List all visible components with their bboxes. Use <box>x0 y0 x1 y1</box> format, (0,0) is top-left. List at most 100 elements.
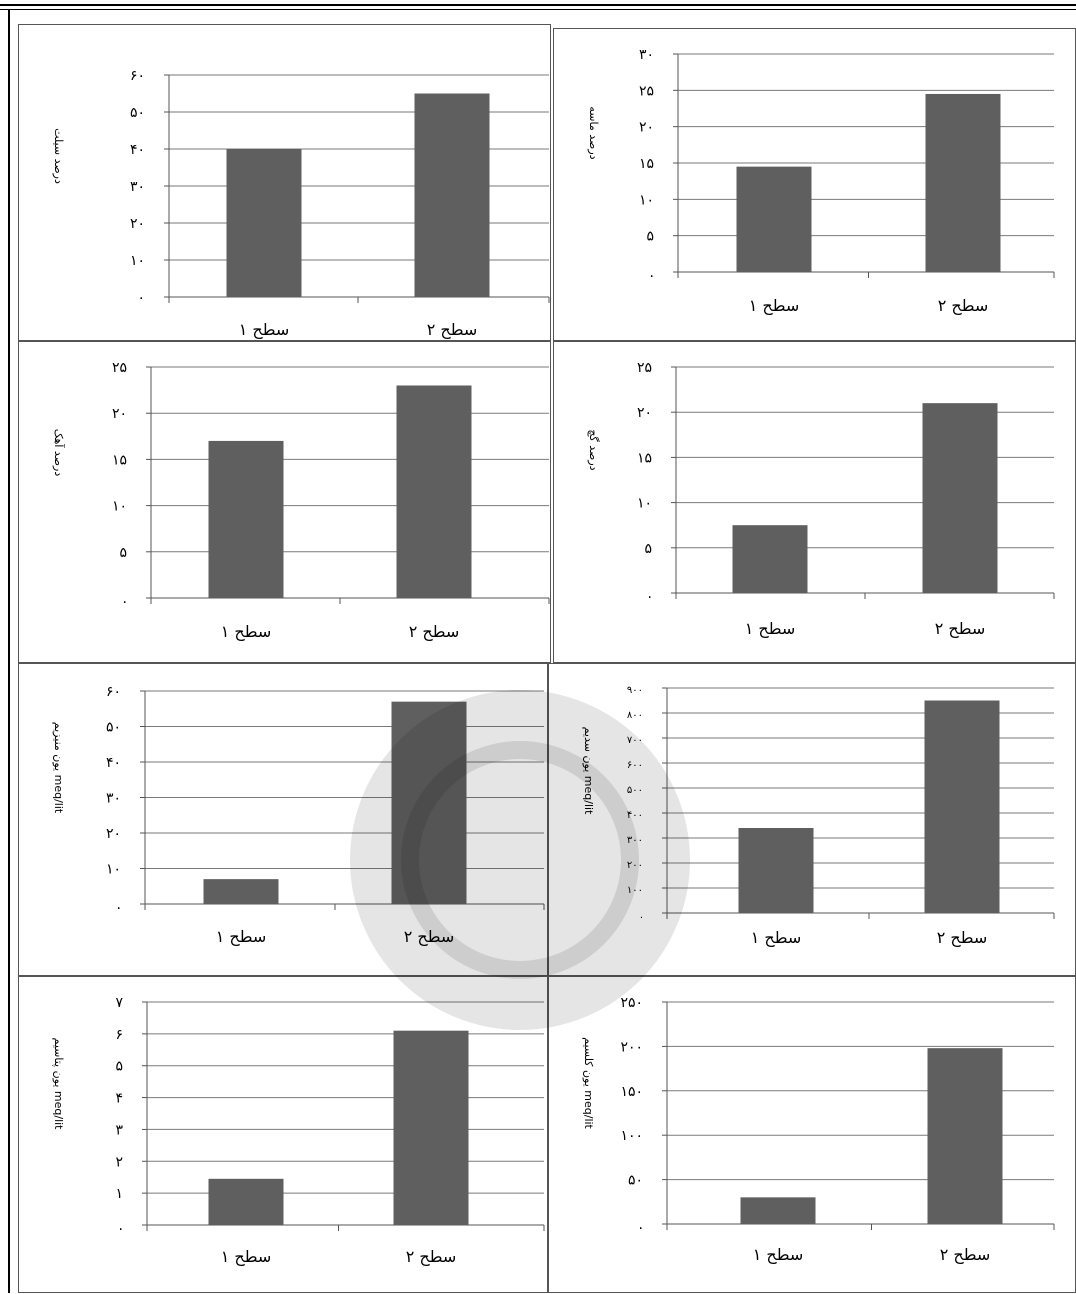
y-tick-label: ۵۰ <box>628 1173 643 1189</box>
y-tick-label: ۹۰۰ <box>627 685 643 696</box>
y-tick-label: . <box>117 897 121 913</box>
category-label: سطح ۲ <box>406 1247 457 1267</box>
category-label: سطح ۲ <box>404 927 455 947</box>
y-tick-label: ۲۵۰ <box>620 995 643 1011</box>
y-tick-label: ۲۰ <box>637 405 652 421</box>
y-tick-label: ۶ <box>115 1027 123 1043</box>
y-tick-label: . <box>123 591 127 607</box>
y-tick-label: ۳۰۰ <box>627 835 643 846</box>
y-tick-label: ۱۰ <box>106 862 121 878</box>
y-tick-label: ۱۰ <box>112 499 127 515</box>
y-tick-label: ۶۰ <box>106 684 121 700</box>
chart-svg-6: . ۱۰۰ ۲۰۰ ۳۰۰ ۴۰۰ ۵۰۰ ۶۰۰ ۷۰۰ ۸۰۰ ۹۰۰ سطح ۱ سطح ۲ یو… <box>582 685 1055 948</box>
chart-panel-2: . ۵ ۱۰ ۱۵ ۲۰ ۲۵ ۳۰ سطح ۱ سطح ۲ درصد ماسه <box>553 28 1076 341</box>
y-tick-label: ۱۵ <box>637 450 652 466</box>
y-tick-label: ۱۵ <box>112 452 127 468</box>
bar-2 <box>925 93 1001 272</box>
y-tick-label: ۵۰۰ <box>627 785 643 796</box>
y-tick-label: ۲۰ <box>639 120 654 136</box>
y-tick-label: ۵ <box>646 229 654 245</box>
y-tick-label: ۸۰۰ <box>627 710 643 721</box>
chart-panel-5: . ۱۰ ۲۰ ۳۰ ۴۰ ۵۰ ۶۰ سطح ۱ سطح ۲ یون منیزیم meq/li… <box>18 663 548 976</box>
y-tick-label: ۴۰ <box>130 142 145 158</box>
y-tick-label: ۴۰۰ <box>627 810 643 821</box>
category-label: سطح ۱ <box>239 320 290 340</box>
y-tick-label: . <box>648 586 652 602</box>
y-tick-label: ۷۰۰ <box>627 735 643 746</box>
y-axis-title: یون کلسیم meq/lit <box>582 1037 595 1129</box>
chart-panel-4: . ۵ ۱۰ ۱۵ ۲۰ ۲۵ سطح ۱ سطح ۲ درصد گچ <box>553 341 1076 663</box>
page-top-border-inner <box>0 9 1076 10</box>
page-top-border <box>0 4 1076 6</box>
category-label: سطح ۲ <box>427 320 478 340</box>
y-tick-label: ۱۰۰ <box>627 885 643 896</box>
y-axis-title: درصد گچ <box>587 429 600 470</box>
y-axis-title: درصد آهک <box>52 429 66 477</box>
bar-1 <box>208 1178 284 1225</box>
y-tick-label: ۲۰۰ <box>627 860 643 871</box>
y-tick-label: ۲۵ <box>637 360 652 376</box>
bar-2 <box>414 93 490 297</box>
y-tick-label: ۵ <box>644 541 652 557</box>
y-tick-label: ۲ <box>115 1154 123 1170</box>
category-label: سطح ۱ <box>221 1247 272 1267</box>
category-label: سطح ۲ <box>938 296 989 316</box>
y-tick-label: ۰ <box>137 290 145 306</box>
category-label: سطح ۱ <box>749 296 800 316</box>
category-label: سطح ۱ <box>216 927 267 947</box>
bar-2 <box>393 1030 469 1225</box>
bar-1 <box>736 166 812 272</box>
category-label: سطح ۲ <box>409 622 460 642</box>
chart-panel-8: . ۵۰ ۱۰۰ ۱۵۰ ۲۰۰ ۲۵۰ سطح ۱ سطح ۲ یون کلسیم meq/l… <box>548 976 1076 1293</box>
bar-1 <box>208 440 284 598</box>
chart-svg-7: . ۱ ۲ ۳ ۴ ۵ ۶ ۷ سطح ۱ سطح ۲ یون پتاسیم meq/lit <box>52 995 545 1267</box>
chart-svg-1: ۰ ۱۰ ۲۰ ۳۰ ۴۰ ۵۰ ۶۰ سطح ۱ سطح ۲ درصد سیلت <box>52 68 550 340</box>
y-tick-label: ۵ <box>115 1059 123 1075</box>
y-tick-label: ۲۰۰ <box>620 1039 643 1055</box>
y-tick-label: ۵۰ <box>106 720 121 736</box>
bar-2 <box>927 1048 1003 1224</box>
y-tick-label: ۱۵ <box>639 156 654 172</box>
y-tick-label: ۱۰۰ <box>620 1128 643 1144</box>
chart-panel-7: . ۱ ۲ ۳ ۴ ۵ ۶ ۷ سطح ۱ سطح ۲ یون پتاسیم meq/lit <box>18 976 548 1293</box>
category-label: سطح ۲ <box>940 1245 991 1265</box>
bar-2 <box>924 700 1000 913</box>
y-tick-label: ۳۰ <box>130 179 145 195</box>
y-tick-label: ۴ <box>115 1091 123 1107</box>
y-tick-label: ۱۰ <box>639 192 654 208</box>
y-tick-label: ۲۰ <box>130 216 145 232</box>
y-axis-title: درصد ماسه <box>587 106 600 159</box>
y-tick-label: ۳ <box>115 1122 123 1138</box>
chart-panel-6: . ۱۰۰ ۲۰۰ ۳۰۰ ۴۰۰ ۵۰۰ ۶۰۰ ۷۰۰ ۸۰۰ ۹۰۰ سطح ۱ سطح ۲ یو… <box>548 663 1076 976</box>
y-tick-label: ۳۰ <box>106 791 121 807</box>
chart-panel-1: ۰ ۱۰ ۲۰ ۳۰ ۴۰ ۵۰ ۶۰ سطح ۱ سطح ۲ درصد سیلت <box>18 24 551 341</box>
bar-1 <box>203 879 279 904</box>
chart-svg-5: . ۱۰ ۲۰ ۳۰ ۴۰ ۵۰ ۶۰ سطح ۱ سطح ۲ یون منیزیم meq/li… <box>52 684 545 947</box>
bar-1 <box>738 828 814 913</box>
y-tick-label: ۵۰ <box>130 105 145 121</box>
y-tick-label: ۱ <box>115 1186 123 1202</box>
bar-1 <box>226 149 302 297</box>
y-tick-label: ۱۰ <box>637 496 652 512</box>
chart-svg-4: . ۵ ۱۰ ۱۵ ۲۰ ۲۵ سطح ۱ سطح ۲ درصد گچ <box>587 360 1055 639</box>
chart-svg-2: . ۵ ۱۰ ۱۵ ۲۰ ۲۵ ۳۰ سطح ۱ سطح ۲ درصد ماسه <box>587 47 1055 316</box>
y-tick-label: ۲۵ <box>639 83 654 99</box>
y-tick-label: . <box>639 1217 643 1233</box>
y-tick-label: ۴۰ <box>106 755 121 771</box>
y-tick-label: ۶۰ <box>130 68 145 84</box>
y-tick-label: ۱۰ <box>130 253 145 269</box>
y-tick-label: . <box>650 265 654 281</box>
y-tick-label: ۷ <box>115 995 123 1011</box>
y-tick-label: ۲۰ <box>106 826 121 842</box>
y-axis-title: درصد سیلت <box>52 128 65 184</box>
y-tick-label: ۲۰ <box>112 406 127 422</box>
chart-svg-3: . ۵ ۱۰ ۱۵ ۲۰ ۲۵ سطح ۱ سطح ۲ درصد آهک <box>52 360 550 642</box>
category-label: سطح ۱ <box>745 619 796 639</box>
y-axis-title: یون سدیم meq/lit <box>582 727 595 815</box>
category-label: سطح ۱ <box>751 928 802 948</box>
bar-2 <box>391 701 467 904</box>
y-tick-label: . <box>119 1218 123 1234</box>
y-tick-label: ۳۰ <box>639 47 654 63</box>
bar-1 <box>740 1197 816 1224</box>
chart-svg-8: . ۵۰ ۱۰۰ ۱۵۰ ۲۰۰ ۲۵۰ سطح ۱ سطح ۲ یون کلسیم meq/l… <box>582 995 1055 1265</box>
